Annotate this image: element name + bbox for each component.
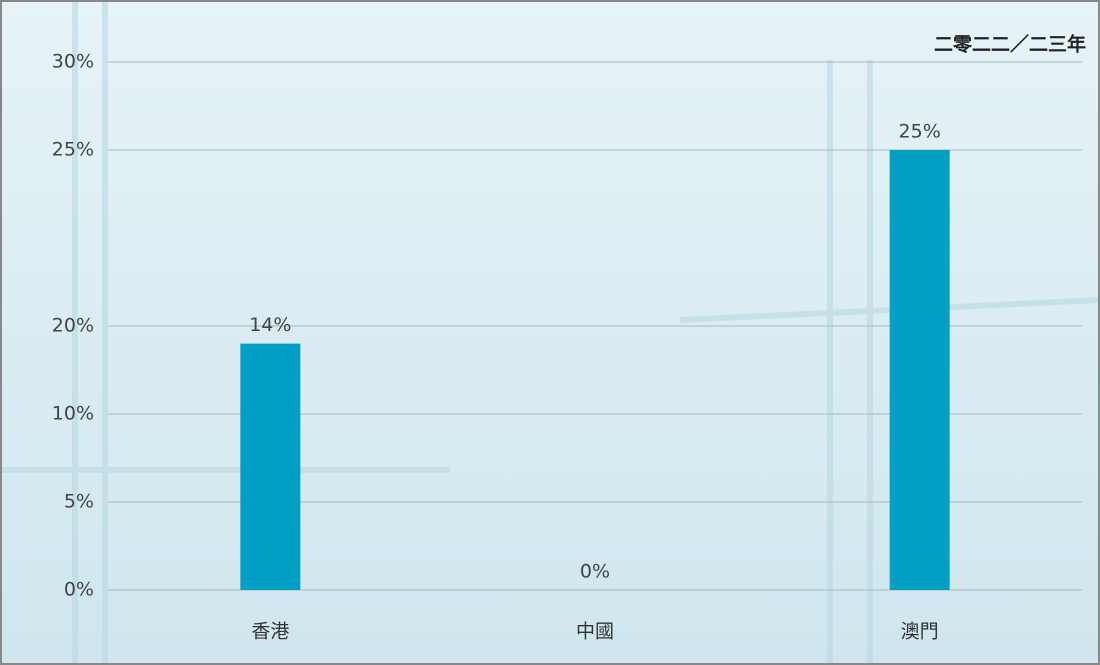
y-tick-label: 20% <box>52 315 94 337</box>
page: {"chart_data": {"type": "bar", "title": … <box>0 0 1100 665</box>
value-label: 14% <box>249 314 291 336</box>
x-tick-label: 澳門 <box>901 621 939 643</box>
x-tick-label: 香港 <box>251 621 289 643</box>
x-tick-label: 中國 <box>576 621 614 643</box>
y-tick-label: 30% <box>52 51 94 73</box>
y-tick-label: 25% <box>52 139 94 161</box>
bar <box>890 150 950 590</box>
value-label: 0% <box>580 561 610 583</box>
y-tick-label: 10% <box>52 403 94 425</box>
chart: 二零二二／二三年 0% 5% 10% 20% 25% 30% 14% 香港 0% 中國 25% 澳門 <box>0 0 1100 665</box>
value-label: 25% <box>899 121 941 143</box>
y-tick-label: 0% <box>64 579 94 601</box>
chart-title: 二零二二／二三年 <box>934 33 1086 56</box>
bar <box>240 344 300 590</box>
y-tick-label: 5% <box>64 491 94 513</box>
